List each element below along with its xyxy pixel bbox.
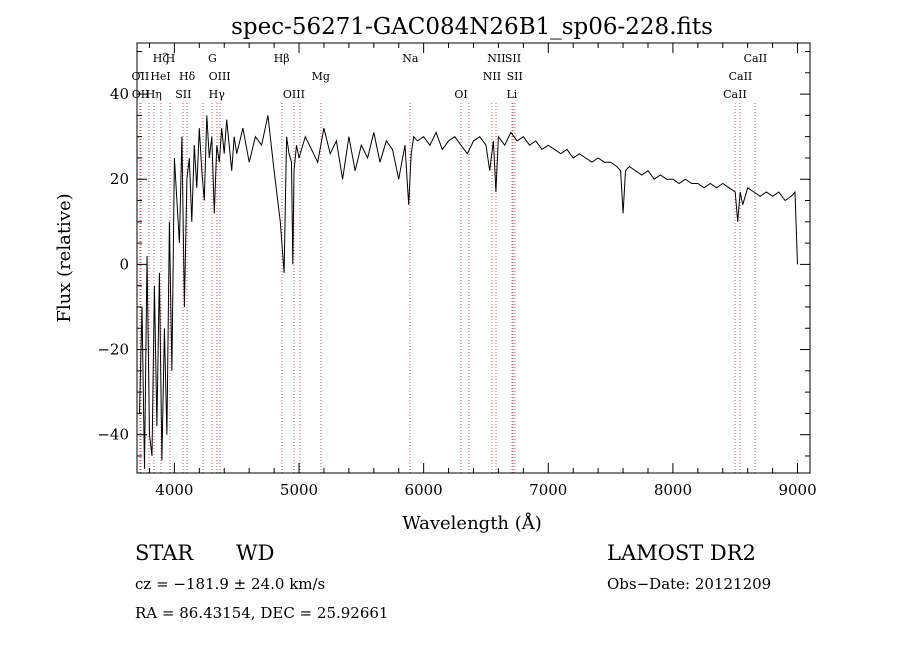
marker-label: H bbox=[166, 52, 176, 65]
chart-title: spec-56271-GAC084N26B1_sp06-228.fits bbox=[231, 14, 713, 40]
redshift-cz: cz = −181.9 ± 24.0 km/s bbox=[135, 575, 326, 593]
marker-label: SII bbox=[507, 70, 523, 83]
object-type: STAR bbox=[135, 541, 194, 565]
marker-label: OII bbox=[132, 70, 150, 83]
observation-date: Obs−Date: 20121209 bbox=[607, 575, 772, 593]
y-tick-label: 20 bbox=[110, 170, 129, 188]
y-axis-ticks: −40 −20 0 20 40 bbox=[97, 51, 810, 457]
marker-label: NII bbox=[487, 52, 505, 65]
marker-label: HeI bbox=[150, 70, 170, 83]
marker-label: OIII bbox=[209, 70, 231, 83]
marker-label: SII bbox=[175, 88, 191, 101]
marker-label: G bbox=[208, 52, 217, 65]
marker-label: OI bbox=[454, 88, 467, 101]
sky-coordinates: RA = 86.43154, DEC = 25.92661 bbox=[135, 604, 389, 622]
marker-label: CaII bbox=[729, 70, 753, 83]
marker-label: Hβ bbox=[274, 52, 290, 65]
marker-label: SII bbox=[505, 52, 521, 65]
y-tick-label: −40 bbox=[97, 426, 129, 444]
spectrum-series-line bbox=[139, 115, 798, 469]
y-tick-label: −20 bbox=[97, 341, 129, 359]
x-tick-label: 9000 bbox=[778, 481, 816, 499]
marker-label: Na bbox=[402, 52, 419, 65]
x-tick-label: 7000 bbox=[529, 481, 567, 499]
marker-label: NII bbox=[483, 70, 501, 83]
x-axis-ticks: 4000 5000 6000 7000 8000 9000 bbox=[148, 43, 817, 499]
survey-name: LAMOST DR2 bbox=[607, 541, 756, 565]
marker-label: Hη bbox=[146, 88, 162, 101]
x-tick-label: 6000 bbox=[405, 481, 443, 499]
x-tick-label: 4000 bbox=[155, 481, 193, 499]
marker-label: Hγ bbox=[209, 88, 226, 101]
marker-label: Hζ bbox=[153, 52, 169, 65]
marker-label: Hδ bbox=[179, 70, 196, 83]
marker-label: Li bbox=[506, 88, 517, 101]
x-tick-label: 5000 bbox=[280, 481, 318, 499]
marker-label: OIII bbox=[283, 88, 305, 101]
marker-label: CaII bbox=[723, 88, 747, 101]
y-tick-label: 0 bbox=[119, 255, 129, 273]
marker-label: Mg bbox=[312, 70, 330, 83]
x-axis-label: Wavelength (Å) bbox=[402, 512, 542, 534]
marker-label: CaII bbox=[744, 52, 768, 65]
y-axis-label: Flux (relative) bbox=[54, 193, 75, 322]
plot-frame bbox=[136, 42, 811, 474]
object-subclass: WD bbox=[236, 541, 275, 565]
y-tick-label: 40 bbox=[110, 85, 129, 103]
x-tick-label: 8000 bbox=[654, 481, 692, 499]
